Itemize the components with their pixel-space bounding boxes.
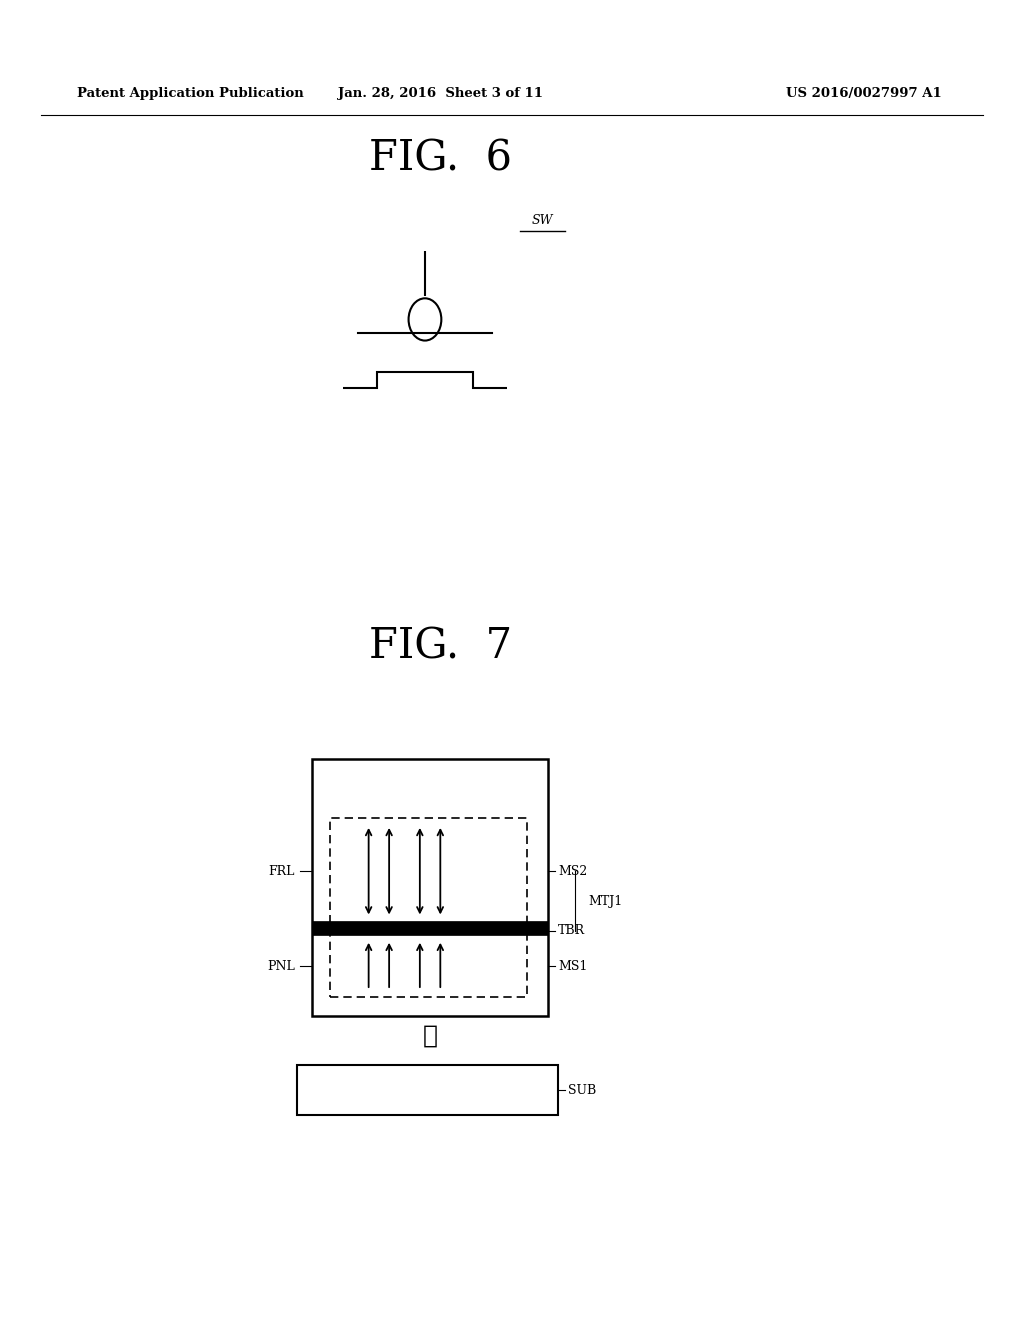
Text: MS2: MS2 bbox=[558, 865, 588, 878]
Text: TBR: TBR bbox=[558, 924, 585, 937]
Bar bbox=[330, 933, 527, 997]
Bar bbox=[330, 818, 527, 927]
Text: MS1: MS1 bbox=[558, 960, 588, 973]
Text: MTJ1: MTJ1 bbox=[589, 895, 623, 908]
Text: Jan. 28, 2016  Sheet 3 of 11: Jan. 28, 2016 Sheet 3 of 11 bbox=[338, 87, 543, 100]
Bar bbox=[312, 921, 548, 935]
Bar bbox=[297, 1065, 558, 1115]
Bar bbox=[312, 759, 548, 1016]
Text: FIG.  7: FIG. 7 bbox=[369, 626, 512, 668]
Text: SW: SW bbox=[532, 214, 553, 227]
Text: FIG.  6: FIG. 6 bbox=[369, 137, 512, 180]
Text: Patent Application Publication: Patent Application Publication bbox=[77, 87, 303, 100]
Text: US 2016/0027997 A1: US 2016/0027997 A1 bbox=[786, 87, 942, 100]
Text: PNL: PNL bbox=[267, 960, 295, 973]
Text: ⋮: ⋮ bbox=[423, 1024, 437, 1048]
Text: FRL: FRL bbox=[268, 865, 295, 878]
Text: SUB: SUB bbox=[568, 1084, 597, 1097]
